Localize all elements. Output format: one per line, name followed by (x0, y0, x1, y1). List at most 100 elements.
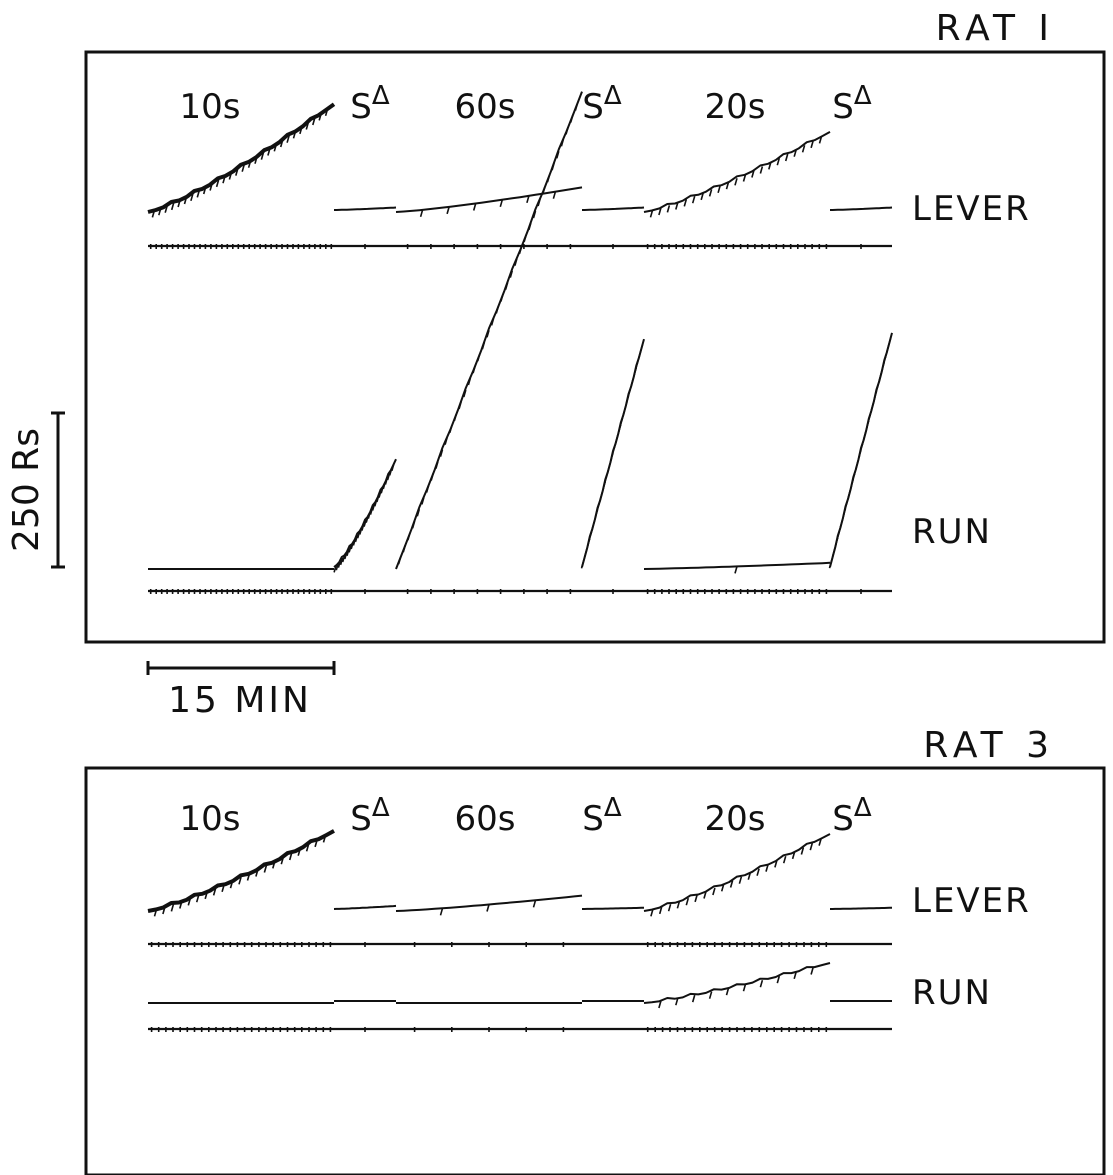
pip-mark (267, 148, 271, 156)
pip-mark (830, 555, 834, 563)
pip-mark (858, 449, 862, 458)
pip-mark (700, 192, 704, 201)
pip-mark (675, 997, 679, 1006)
pip-mark (839, 519, 844, 528)
pip-mark (322, 835, 327, 843)
scale-bar-x-label: 15 MIN (168, 680, 312, 721)
pip-mark (212, 888, 217, 896)
pip-mark (683, 199, 688, 207)
pip-mark (574, 103, 579, 111)
pip-mark (759, 166, 764, 174)
pip-mark (407, 532, 411, 541)
pip-mark (472, 365, 476, 374)
pip-mark (238, 877, 242, 885)
pip-mark (292, 131, 297, 139)
pip-mark (569, 115, 574, 123)
pip-mark (170, 904, 175, 912)
pip-mark (708, 991, 713, 999)
panel-frame (84, 766, 1106, 1175)
pip-mark (221, 884, 225, 893)
pip-mark (419, 209, 424, 218)
pip-mark (864, 426, 868, 434)
pip-mark (337, 560, 342, 568)
component-label-6: SΔ (832, 793, 872, 839)
scale-bar-responses: 250 Rs (6, 411, 65, 569)
pip-mark (720, 884, 725, 892)
pip-mark (416, 509, 421, 517)
segment-run-5 (643, 962, 831, 1004)
pip-mark (286, 135, 290, 143)
pip-mark (810, 140, 814, 149)
series-lever (147, 102, 893, 249)
pip-mark (486, 330, 490, 338)
pip-mark (272, 861, 276, 869)
pip-mark (297, 848, 301, 856)
pip-mark (341, 554, 346, 563)
pip-mark (255, 869, 259, 877)
component-label-2: SΔ (350, 81, 390, 127)
series-lever (147, 829, 892, 947)
series-label-run: RUN (912, 512, 992, 552)
pip-mark (551, 162, 555, 171)
segment-lever-5 (643, 131, 831, 213)
pip-mark (247, 160, 252, 168)
pip-mark (708, 189, 713, 197)
component-label-4: SΔ (582, 793, 622, 839)
pip-mark (818, 136, 823, 144)
pip-mark (685, 897, 690, 906)
pip-mark (884, 350, 889, 358)
pip-mark (776, 157, 781, 166)
pip-mark (649, 210, 654, 218)
pip-mark (376, 494, 380, 503)
series-run (148, 91, 893, 594)
pip-mark (481, 341, 486, 350)
series-label-lever: LEVER (912, 189, 1031, 229)
pip-mark (691, 994, 696, 1003)
component-label-5: 20s (705, 799, 766, 839)
pip-mark (500, 294, 504, 302)
pip-mark (725, 181, 730, 190)
segment-lever-3 (395, 894, 583, 912)
pip-mark (768, 162, 772, 170)
pip-mark (486, 904, 490, 912)
pip-mark (712, 887, 716, 896)
pip-mark (866, 420, 870, 428)
pip-mark (532, 900, 537, 908)
pip-mark (869, 408, 873, 417)
pip-mark (158, 207, 162, 216)
pip-mark (658, 1000, 662, 1009)
pip-mark (241, 164, 245, 172)
pip-mark (365, 515, 369, 523)
pip-mark (499, 199, 504, 208)
pip-mark (509, 270, 514, 278)
pip-mark (495, 306, 500, 314)
pip-mark (153, 909, 158, 917)
pip-mark (430, 473, 434, 481)
pip-mark (196, 190, 201, 198)
pip-mark (209, 183, 213, 191)
pip-mark (228, 172, 233, 180)
pip-mark (305, 844, 310, 852)
component-label-5: 20s (705, 87, 766, 127)
pip-mark (691, 195, 696, 204)
pip-mark (734, 178, 738, 186)
panel-rat-3: RAT 3 10s SΔ 60s SΔ 20s SΔ LEVER RUN (84, 725, 1106, 1175)
pip-mark (523, 234, 527, 243)
segment-lever-4 (582, 906, 644, 910)
pip-mark (359, 527, 363, 535)
pip-mark (810, 967, 814, 975)
pip-mark (305, 122, 310, 130)
pip-mark (560, 139, 565, 147)
pip-mark (164, 205, 168, 213)
pip-mark (215, 179, 220, 188)
component-label-4: SΔ (582, 81, 622, 127)
pip-mark (411, 521, 416, 529)
pip-mark (552, 191, 557, 199)
segment-run-2 (333, 458, 397, 568)
component-label-1: 10s (180, 799, 241, 839)
pip-mark (202, 186, 207, 195)
segment-lever-1 (147, 102, 336, 214)
scale-bar-time: 15 MIN (146, 661, 336, 721)
pip-mark (187, 898, 192, 906)
